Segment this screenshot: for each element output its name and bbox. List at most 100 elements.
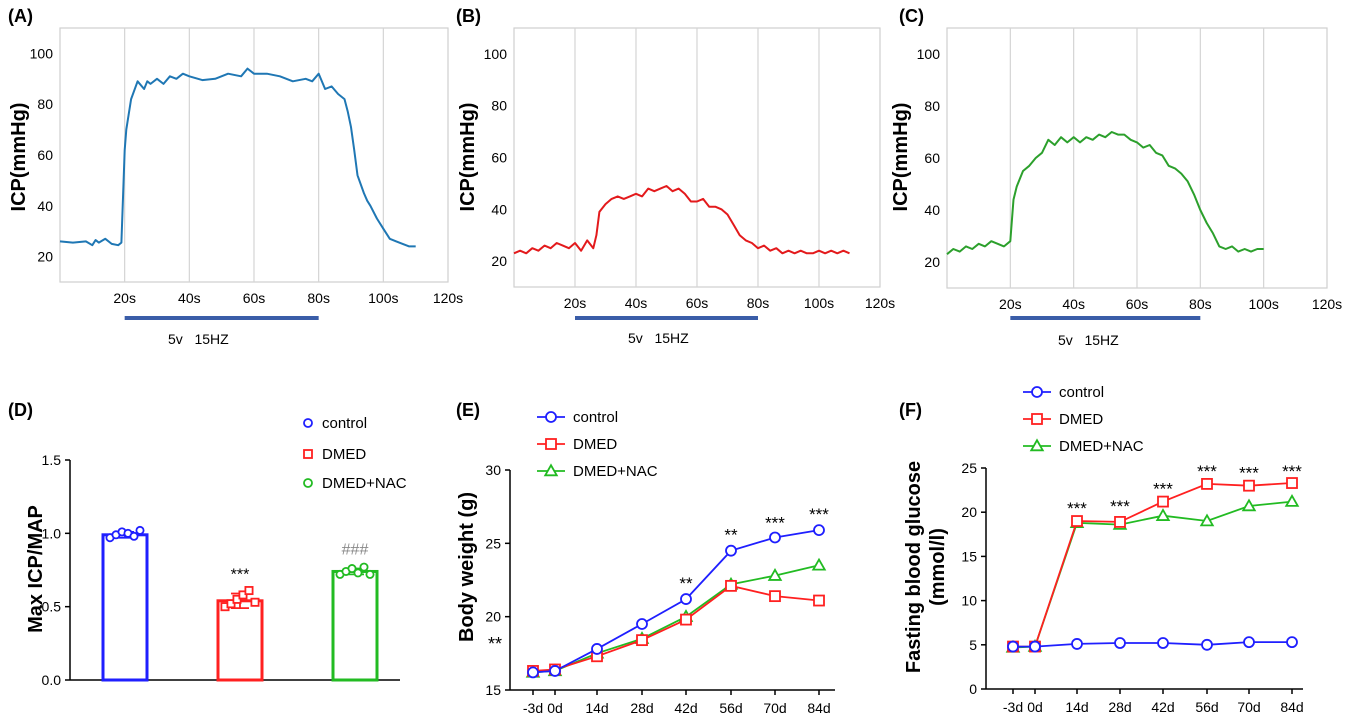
y-tick-label-c: 100	[917, 46, 941, 62]
legend-label-d: DMED	[322, 446, 366, 463]
y-tick-label-e: 25	[485, 535, 501, 551]
y-tick-label-f: 0	[969, 681, 977, 697]
x-tick-label-e: 84d	[807, 700, 830, 716]
x-tick-label-c: 40s	[1062, 296, 1085, 312]
data-point-dmed	[636, 634, 648, 647]
x-tick-label-c: 60s	[1126, 296, 1149, 312]
significance-label-e: ***	[765, 514, 785, 533]
data-point-dmed-nac	[767, 568, 783, 581]
data-point-dmed-nac	[1199, 513, 1215, 527]
data-point-control	[769, 531, 781, 544]
data-point-control	[527, 666, 539, 679]
data-point	[347, 564, 357, 574]
y-tick-label-c: 40	[924, 202, 940, 218]
panel-label-a: (A)	[8, 6, 33, 26]
x-tick-label-b: 80s	[747, 295, 770, 311]
x-tick-label-e: 70d	[763, 700, 786, 716]
y-tick-label-b: 40	[491, 201, 507, 217]
x-tick-label-a: 120s	[433, 290, 463, 306]
legend-marker-f	[1031, 413, 1043, 425]
x-tick-label-e: 42d	[674, 700, 697, 716]
x-tick-label-b: 100s	[804, 295, 834, 311]
y-tick-label-f: 5	[969, 637, 977, 653]
y-tick-label-a: 40	[37, 198, 53, 214]
data-point-control	[1071, 638, 1083, 650]
x-tick-label-c: 20s	[999, 296, 1022, 312]
legend-label-f: DMED+NAC	[1059, 438, 1144, 455]
x-tick-label-e: -3d	[523, 700, 543, 716]
panel-label-e: (E)	[456, 400, 480, 420]
significance-label-e: **	[724, 525, 738, 544]
data-point-control	[636, 618, 648, 630]
legend-marker-d	[303, 478, 313, 488]
series-line-dmed	[1013, 482, 1293, 648]
significance-label-f: ***	[1197, 462, 1217, 481]
data-point-control	[1114, 637, 1126, 649]
data-point-dmed	[1071, 515, 1083, 527]
data-point-control	[813, 524, 825, 537]
legend-marker-e	[543, 463, 559, 477]
significance-label-e: **	[679, 574, 693, 593]
significance-label-f: ***	[1239, 464, 1259, 483]
legend-marker-d	[303, 418, 313, 428]
icp-trace-a	[59, 67, 416, 248]
significance-label-f: ***	[1153, 480, 1173, 499]
series-line-control	[532, 529, 820, 674]
x-tick-label-f: -3d	[1003, 699, 1023, 715]
significance-label-f: ***	[1282, 462, 1302, 481]
data-point-dmed	[1286, 477, 1298, 489]
significance-label-f: ***	[1110, 497, 1130, 516]
significance-label-d: ###	[342, 542, 369, 559]
data-point	[353, 568, 363, 578]
ylabel-b: ICP(mmHg)	[457, 103, 479, 212]
series-line-dmed-nac	[1012, 500, 1293, 649]
data-point-dmed	[680, 613, 692, 626]
x-tick-label-e: 56d	[719, 700, 742, 716]
stimulus-label-b: 5v 15HZ	[628, 330, 689, 346]
data-point	[244, 586, 254, 596]
panel-b: 20s 40s 60s 80s 100s 120s 20 40 60 80 100	[484, 27, 895, 320]
side-annotation-e: **	[488, 634, 502, 654]
data-point-control	[1029, 640, 1041, 653]
data-point-dmed	[769, 590, 781, 603]
y-tick-label-a: 80	[37, 96, 53, 112]
legend-label-e: control	[573, 409, 618, 426]
data-point	[250, 597, 260, 607]
y-tick-label-b: 80	[491, 98, 507, 114]
ylabel-d: Max ICP/MAP	[25, 505, 47, 633]
data-point-dmed-nac	[811, 557, 827, 571]
data-point-control	[1007, 640, 1019, 653]
legend-label-d: DMED+NAC	[322, 475, 407, 492]
y-tick-label-e: 30	[485, 462, 501, 478]
series-line-dmed-nac	[532, 564, 820, 674]
x-tick-label-b: 40s	[625, 295, 648, 311]
y-tick-label-c: 80	[924, 98, 940, 114]
x-tick-label-c: 100s	[1248, 296, 1278, 312]
y-tick-label-d: 1.5	[42, 452, 62, 468]
bar-control	[101, 533, 149, 682]
legend-marker-d	[303, 449, 313, 459]
data-point-dmed	[1243, 479, 1255, 492]
significance-label-d: ***	[231, 566, 250, 583]
x-tick-label-e: 28d	[630, 700, 653, 716]
panel-label-d: (D)	[8, 400, 33, 420]
legend-label-f: DMED	[1059, 411, 1103, 428]
y-tick-label-f: 10	[961, 593, 977, 609]
data-point-dmed	[1157, 495, 1169, 508]
x-tick-label-f: 14d	[1065, 699, 1088, 715]
data-point-control	[725, 544, 737, 557]
x-tick-label-f: 0d	[1027, 699, 1043, 715]
legend-marker-f	[1031, 386, 1043, 398]
data-point-dmed	[1114, 516, 1126, 528]
x-tick-label-a: 20s	[113, 290, 136, 306]
x-tick-label-e: 14d	[585, 700, 608, 716]
panel-f: 0 5 10 15 20 25 -3d 0d 14d 28d 42d 56d 70d 84d *** *** *…	[961, 384, 1303, 715]
x-tick-label-a: 40s	[178, 290, 201, 306]
data-point-dmed	[725, 579, 737, 592]
ylabel-e: Body weight (g)	[456, 492, 478, 642]
icp-trace-b	[513, 185, 850, 255]
y-tick-label-e: 15	[485, 682, 501, 698]
panel-d: 0.0 0.5 1.0 1.5 *** ### control DMED DMED+NAC	[42, 415, 407, 688]
